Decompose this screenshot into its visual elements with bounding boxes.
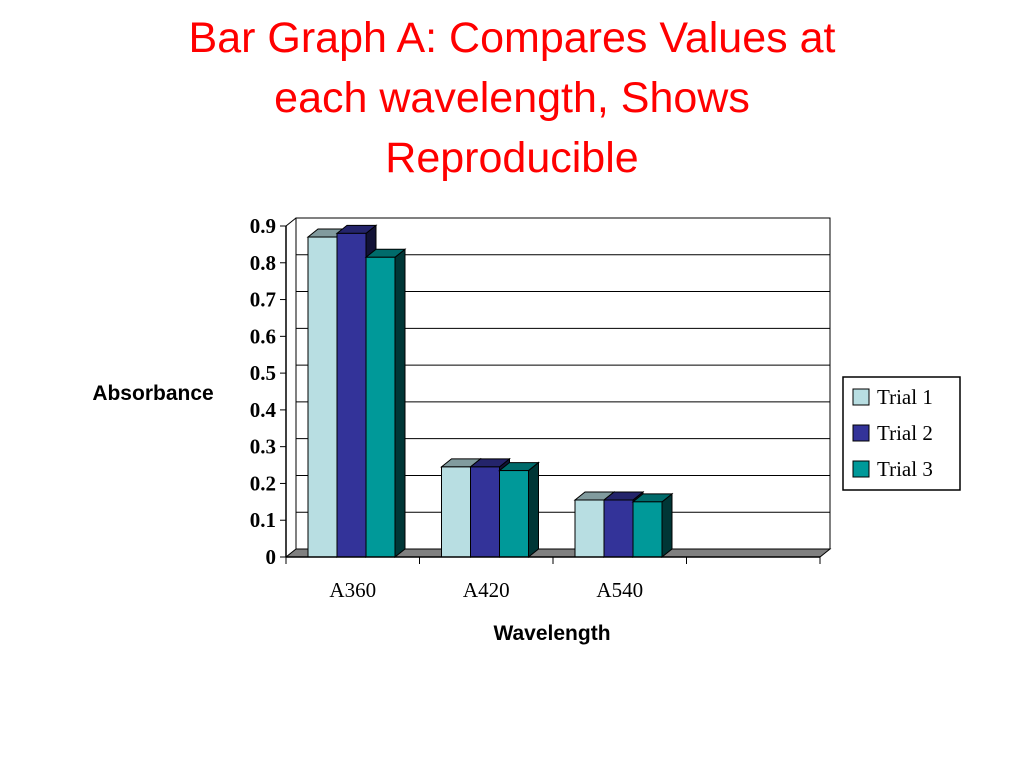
title-line-3: Reproducible xyxy=(385,134,639,182)
y-tick-label: 0.5 xyxy=(250,361,276,385)
x-tick-label: A360 xyxy=(329,578,376,602)
wall-edge xyxy=(285,217,297,227)
x-axis-title: Wavelength xyxy=(493,622,610,645)
slide-title: Bar Graph A: Compares Values at each wav… xyxy=(0,8,1024,188)
x-tick-labels: A360 A420 A540 xyxy=(329,578,643,602)
legend-swatch xyxy=(852,424,870,442)
x-tick-label: A540 xyxy=(596,578,643,602)
y-tick-label: 0.9 xyxy=(250,214,276,238)
x-tick-label: A420 xyxy=(463,578,510,602)
legend-swatch xyxy=(852,388,870,406)
bar-A540-trial-3 xyxy=(631,492,674,559)
axes xyxy=(280,225,821,564)
title-line-1: Bar Graph A: Compares Values at xyxy=(188,14,836,62)
bar-A420-trial-3 xyxy=(498,461,540,559)
y-axis-title: Absorbance xyxy=(92,382,213,405)
legend-label: Trial 1 xyxy=(877,385,933,409)
y-tick-label: 0.8 xyxy=(250,251,276,275)
title-line-2: each wavelength, Shows xyxy=(274,74,750,122)
bar-A360-trial-3 xyxy=(364,248,407,559)
y-tick-label: 0.6 xyxy=(250,324,276,348)
legend-swatch xyxy=(852,460,870,478)
legend-label: Trial 2 xyxy=(877,421,933,445)
y-tick-label: 0.7 xyxy=(250,288,276,312)
y-tick-label: 0 xyxy=(266,545,277,569)
y-tick-label: 0.3 xyxy=(250,435,276,459)
bars xyxy=(306,224,674,559)
y-tick-label: 0.4 xyxy=(250,398,277,422)
y-tick-label: 0.2 xyxy=(250,471,276,495)
legend-label: Trial 3 xyxy=(877,457,933,481)
legend: Trial 1 Trial 2 Trial 3 xyxy=(842,376,961,491)
y-tick-labels: 0 0.1 0.2 0.3 0.4 0.5 0.6 0.7 0.8 0.9 xyxy=(250,214,277,569)
y-tick-label: 0.1 xyxy=(250,508,276,532)
